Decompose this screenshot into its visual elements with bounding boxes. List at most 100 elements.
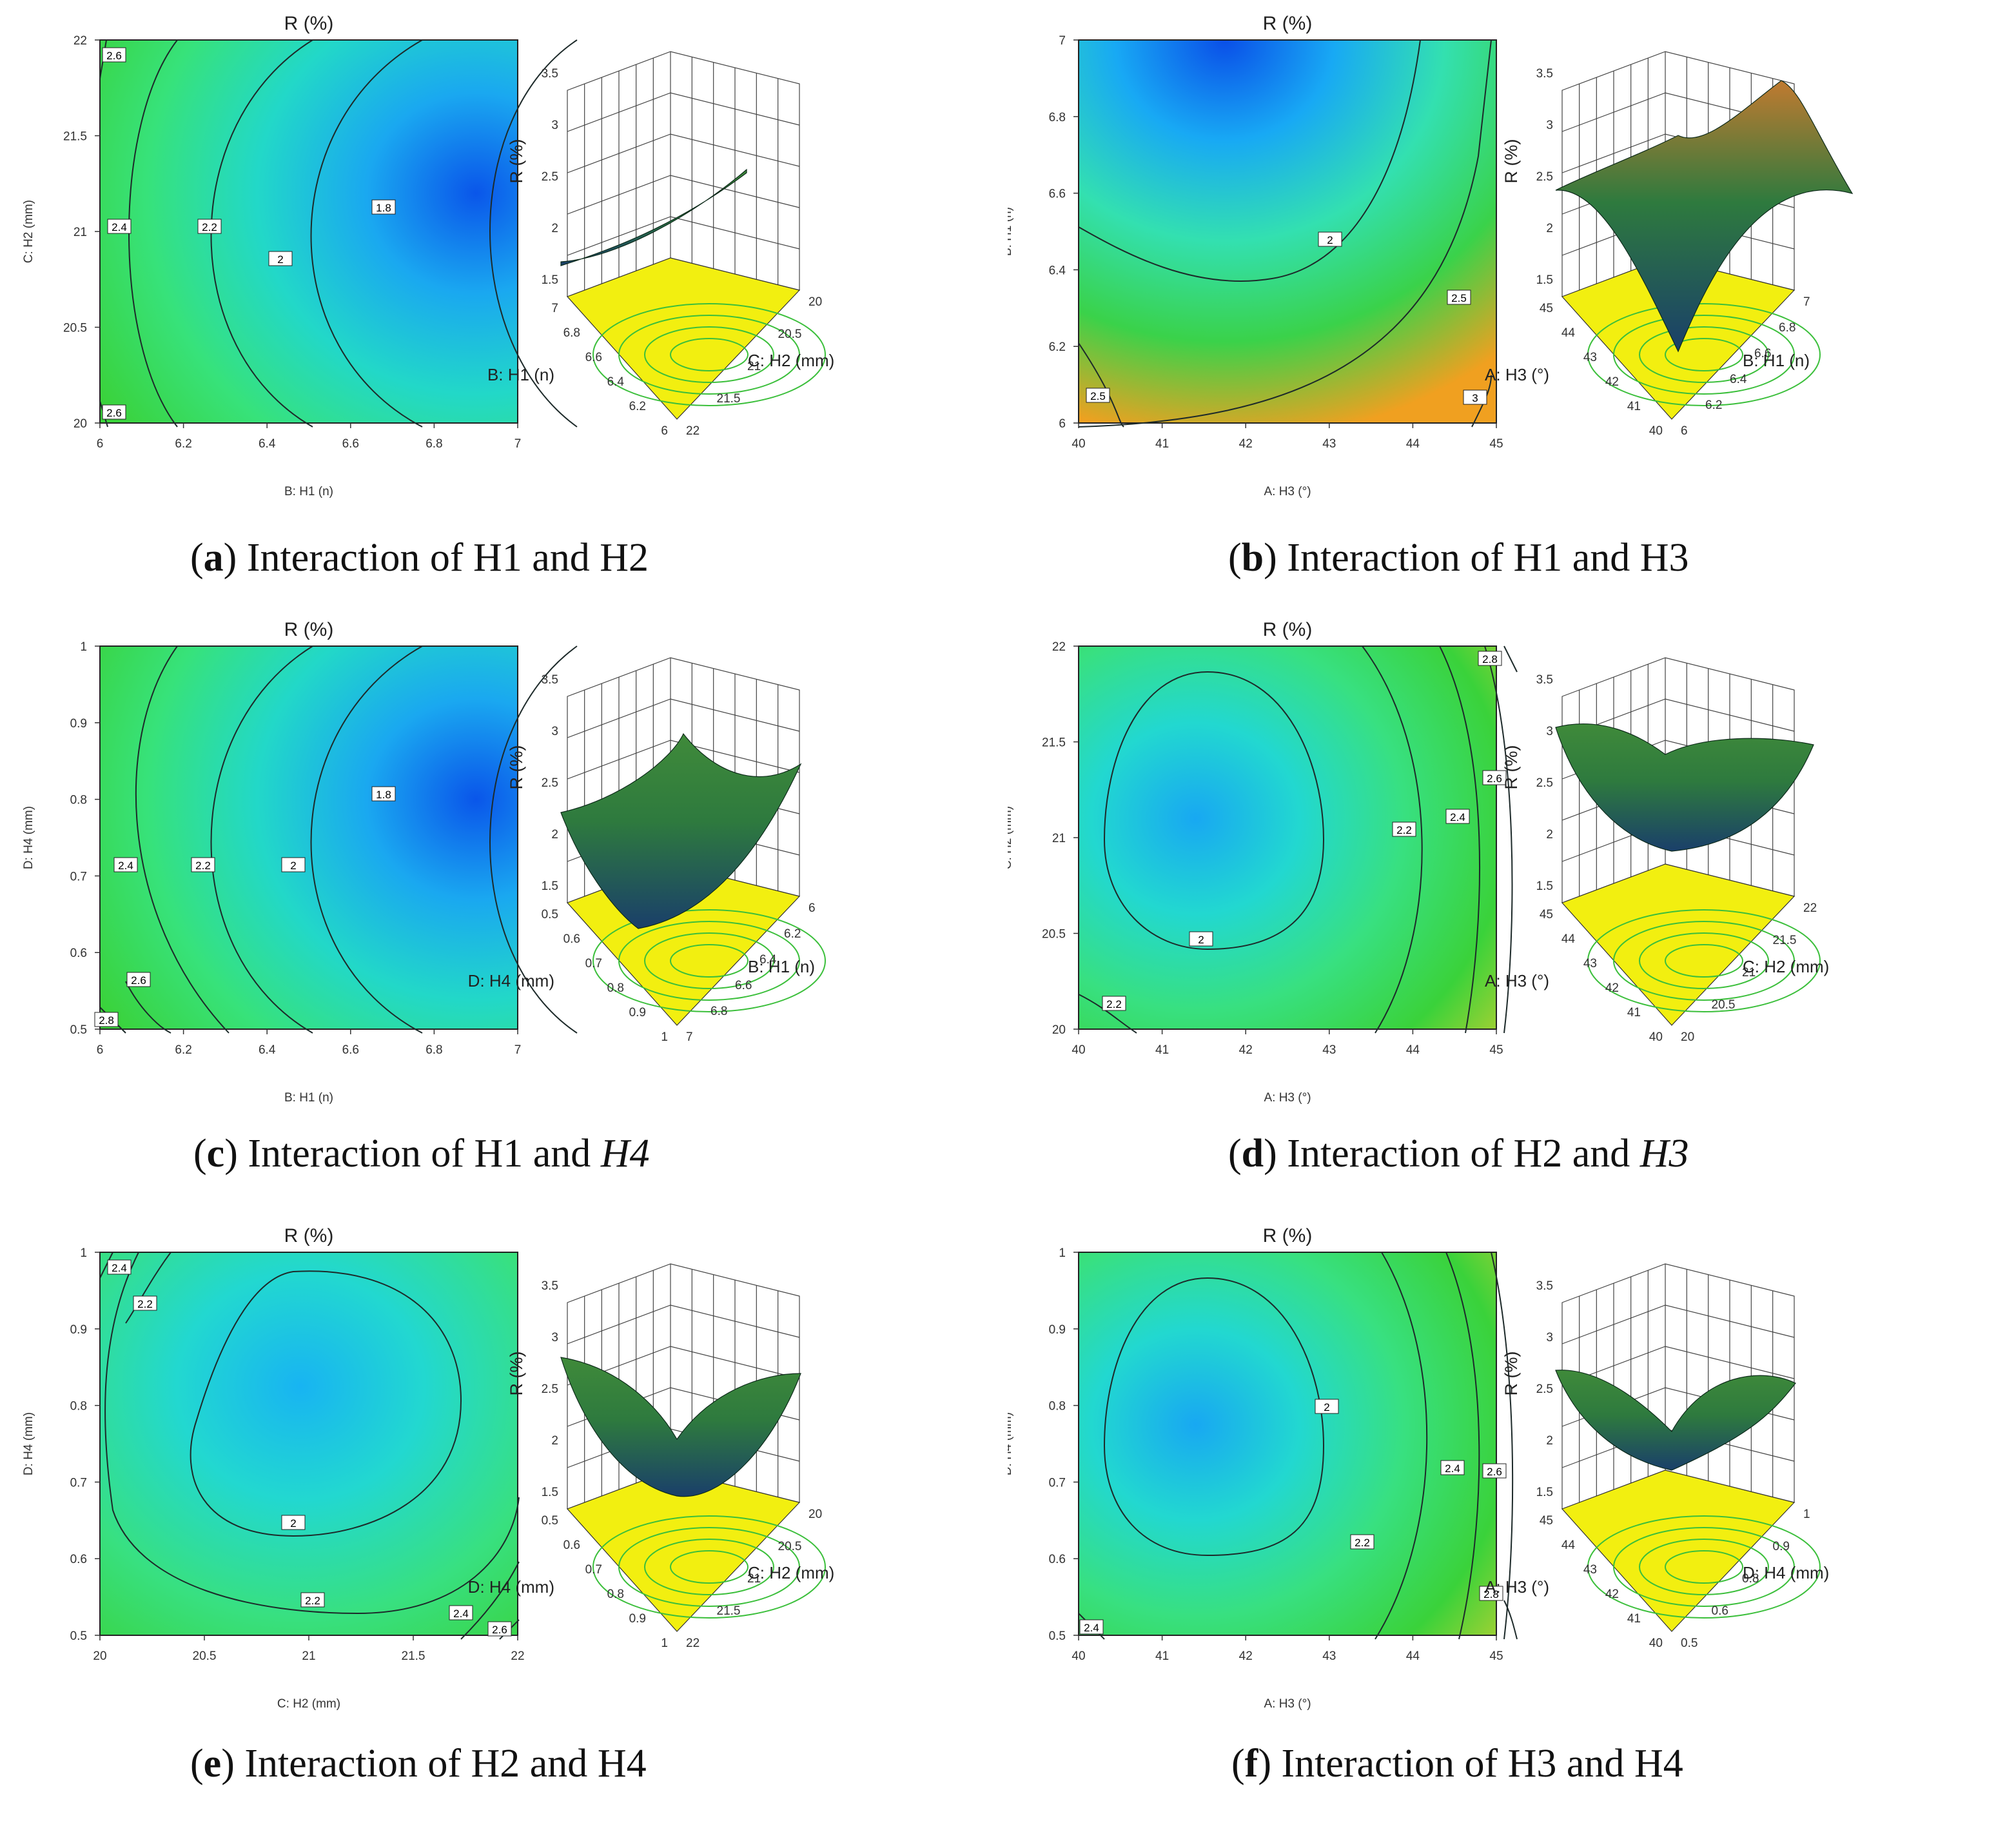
floor-left-tick: 41 xyxy=(1627,400,1641,413)
floor-right-tick: 22 xyxy=(686,1637,700,1650)
floor-contour xyxy=(1587,303,1821,406)
floor-left-tick: 45 xyxy=(1540,1514,1553,1528)
y-axis-label: B: H1 (n) xyxy=(1008,207,1014,256)
floor-contour xyxy=(1665,338,1743,371)
contour-plot: 2 2.2 2.2 2.4 2.6 2.8 xyxy=(1078,645,1518,1034)
panel-caption: (d) Interaction of H2 and H3 xyxy=(1228,1132,1689,1176)
y-tick-label: 0.7 xyxy=(1049,1476,1066,1490)
x-tick-label: 42 xyxy=(1239,437,1253,451)
x-axis-label: C: H2 (mm) xyxy=(277,1697,340,1711)
caption-text: Interaction of H3 and xyxy=(1271,1742,1634,1786)
surface-plot: 1.5 2 2.5 3 3.5 R (%) 45 44 43 42 41 40 A: H3 (°) 20 2… xyxy=(1485,657,1829,1044)
floor-right-tick: 6.8 xyxy=(1779,321,1796,335)
x-tick-label: 6.6 xyxy=(342,437,359,451)
floor-left-tick: 0.8 xyxy=(607,981,624,995)
z-tick-label: 2 xyxy=(1546,828,1553,842)
contour-title: R (%) xyxy=(1263,13,1313,34)
y-tick-label: 0.8 xyxy=(70,794,87,807)
floor-right-axis-label: D: H4 (mm) xyxy=(1743,1563,1829,1582)
contour-line xyxy=(1491,1252,1514,1640)
floor-contour xyxy=(1639,326,1769,383)
floor-left-tick: 44 xyxy=(1561,326,1576,340)
x-axis-label: A: H3 (°) xyxy=(1264,1091,1311,1105)
contour-label-text: 1.8 xyxy=(376,789,391,801)
surface-plot: 1.5 2 2.5 3 3.5 R (%) 7 6.8 6.6 6.4 6.2 6 B: H1 (n) 2… xyxy=(487,51,834,438)
floor-contour xyxy=(1613,921,1795,1001)
y-tick-label: 0.9 xyxy=(70,1323,87,1337)
contour-line xyxy=(1103,671,1325,950)
contour-area xyxy=(1078,39,1497,424)
panel-e: 2 2.2 2.2 2.4 2.4 2.6 R (%) 20 20.5 21 21.5 22 C: H2… xyxy=(0,1212,1008,1818)
floor-left-tick: 6.6 xyxy=(585,351,602,364)
contour-label: 2.4 xyxy=(107,219,132,234)
floor-right-tick: 20.5 xyxy=(778,328,802,341)
floor-right-tick: 22 xyxy=(686,424,700,438)
caption-text: Interaction of H2 and xyxy=(234,1742,598,1786)
contour-line xyxy=(1362,645,1423,1034)
z-tick-label: 1.5 xyxy=(542,880,558,893)
y-tick-label: 0.8 xyxy=(1049,1400,1066,1413)
panel-caption: (f) Interaction of H3 and H4 xyxy=(1231,1742,1683,1786)
contour-label: 2.6 xyxy=(487,1621,512,1637)
contour-line xyxy=(1503,645,1518,673)
contour-label-text: 2 xyxy=(290,1517,296,1530)
contour-line xyxy=(1078,39,1421,282)
floor-right-axis-label: C: H2 (mm) xyxy=(748,351,834,370)
floor-left-tick: 0.6 xyxy=(563,1539,580,1552)
caption-letter: a xyxy=(203,536,224,580)
panel-caption: (e) Interaction of H2 and H4 xyxy=(190,1742,647,1786)
floor-contour xyxy=(618,315,800,395)
floor-right-tick: 21.5 xyxy=(717,1604,741,1618)
z-tick-label: 3 xyxy=(551,119,558,132)
contour-label: 2 xyxy=(268,251,293,266)
contour-area xyxy=(99,1252,518,1636)
y-tick-label: 0.6 xyxy=(1049,1553,1066,1566)
contour-area xyxy=(1078,1252,1497,1636)
contour-label: 2.2 xyxy=(197,219,222,234)
floor-left-axis-label: D: H4 (mm) xyxy=(468,1577,554,1597)
floor-contour xyxy=(1587,909,1821,1012)
floor-left-tick: 41 xyxy=(1627,1006,1641,1019)
z-tick-label: 2 xyxy=(1546,222,1553,235)
caption-letter: f xyxy=(1244,1742,1258,1786)
contour-label: 2.6 xyxy=(1482,770,1507,785)
y-tick-label: 1 xyxy=(80,1246,87,1260)
caption-text: Interaction of H2 and xyxy=(1277,1132,1640,1176)
contour-title: R (%) xyxy=(284,1225,334,1246)
floor-right-tick: 6.8 xyxy=(710,1005,727,1018)
floor-contour xyxy=(618,921,800,1001)
floor-left-tick: 0.8 xyxy=(607,1588,624,1601)
floor-right-tick: 20 xyxy=(808,1508,822,1521)
x-tick-label: 41 xyxy=(1155,1649,1169,1663)
contour-label-text: 2.4 xyxy=(453,1608,469,1620)
contour-line xyxy=(190,1270,462,1537)
y-tick-label: 6.2 xyxy=(1049,340,1066,354)
caption-text: Interaction of H1 and xyxy=(237,1132,601,1176)
contour-label: 2.8 xyxy=(94,1012,119,1027)
z-tick-label: 3 xyxy=(1546,119,1553,132)
floor-right-tick: 1 xyxy=(1803,1508,1810,1521)
y-tick-label: 6.4 xyxy=(1049,264,1066,277)
z-axis-label: R (%) xyxy=(1502,745,1521,790)
contour-plot: 1.8 2 2.2 2.4 2.6 2.8 xyxy=(94,645,578,1034)
contour-label: 1.8 xyxy=(371,199,396,215)
floor-left-tick: 6 xyxy=(661,424,668,438)
contour-area xyxy=(99,39,518,424)
contour-label: 2.4 xyxy=(113,857,138,872)
floor-right-tick: 6.2 xyxy=(784,927,801,941)
contour-label-text: 2.2 xyxy=(305,1595,320,1607)
contour-label-text: 2.8 xyxy=(99,1014,114,1027)
floor-right-tick: 20 xyxy=(808,295,822,309)
x-tick-label: 6.6 xyxy=(342,1043,359,1057)
floor-right-tick: 0.5 xyxy=(1681,1637,1698,1650)
floor-contour xyxy=(670,1550,749,1584)
floor-left-tick: 43 xyxy=(1583,351,1597,364)
floor-right-tick: 6.4 xyxy=(759,953,777,967)
y-tick-label: 0.6 xyxy=(70,1553,87,1566)
caption-letter: d xyxy=(1241,1132,1264,1176)
y-axis-label: C: H2 (mm) xyxy=(22,200,35,263)
panel-e-svg: 22.22.22.42.42.6R (%)20 20.5 21 21.5 22C: H2… xyxy=(22,1225,834,1711)
floor-left-tick: 0.9 xyxy=(629,1612,646,1626)
z-tick-label: 3.5 xyxy=(542,67,558,81)
y-tick-label: 0.6 xyxy=(70,947,87,960)
